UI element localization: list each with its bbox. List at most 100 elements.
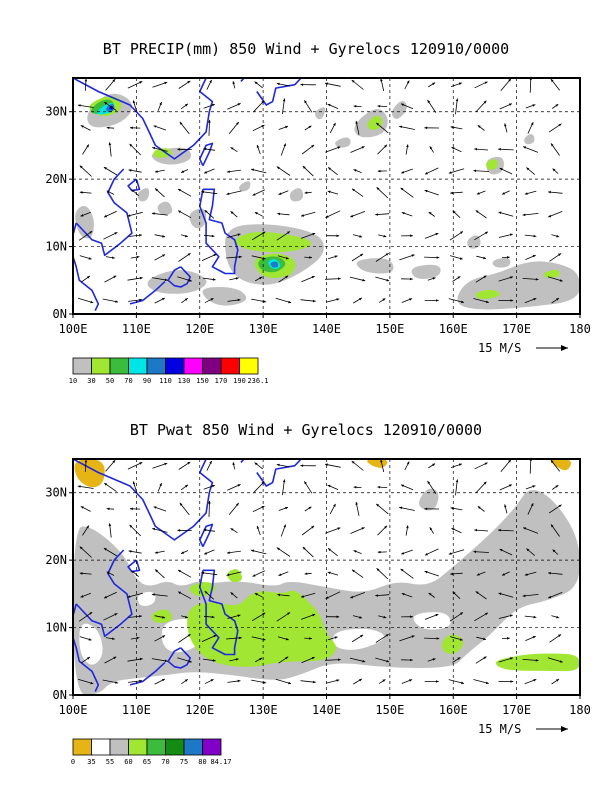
wind-arrowhead [108,142,112,146]
wind-arrowhead [311,657,315,660]
wind-arrowhead [548,190,551,194]
wind-arrowhead [239,636,242,640]
gridlines [73,459,580,695]
wind-arrowhead [162,254,166,257]
wind-arrowhead [451,147,455,150]
wind-arrowhead [435,299,439,302]
wind-arrowhead [473,169,477,173]
wind-arrowhead [112,637,115,640]
wind-arrowhead [153,125,157,128]
wind-arrowhead [384,525,387,529]
wind-arrowhead [362,659,366,663]
wind-arrowhead [89,612,93,615]
wind-arrowhead [208,119,211,123]
lon-label: 100E [59,322,88,336]
wind-arrowhead [178,189,181,192]
wind-arrowhead [232,462,235,466]
precip-area-lightgreen-1 [153,148,173,158]
wind-arrowhead [302,166,306,169]
wind-arrowhead [151,593,155,596]
wind-arrowhead [359,616,363,619]
pwat-area-green-2 [227,569,242,583]
colorbar-label: 0 [71,758,75,766]
wind-arrowhead [164,659,168,663]
wind-arrowhead [184,679,188,682]
wind-arrowhead [401,484,404,488]
wind-arrowhead [522,594,526,598]
wind-arrowhead [362,278,366,282]
lat-label: 10N [45,240,67,254]
wind-reference-arrowhead [561,726,568,732]
wind-arrowhead [406,144,409,148]
lon-label: 160E [439,322,468,336]
wind-arrowhead [375,594,379,597]
wind-arrowhead [551,143,554,147]
wind-arrowhead [155,569,158,573]
wind-arrowhead [401,171,405,174]
coastline-3 [73,222,100,311]
wind-arrowhead [361,527,365,530]
wind-arrowhead [201,190,205,194]
wind-arrowhead [235,277,239,280]
wind-arrowhead [325,215,329,218]
wind-arrowhead [386,278,390,282]
wind-arrowhead [203,147,207,151]
wind-arrowhead [337,527,341,530]
pwat-area-green-1 [189,582,216,597]
wind-arrowhead [285,256,289,260]
wind-arrowhead [498,592,502,596]
precip-area-gray-9 [239,181,251,192]
lon-label: 180 [569,322,591,336]
wind-arrowhead [187,461,191,465]
wind-arrowhead [376,187,380,191]
pwat-area-green-3 [151,609,173,623]
wind-arrowhead [555,104,559,107]
wind-arrowhead [230,211,234,215]
wind-arrowhead [461,681,464,685]
wind-arrowhead [450,572,453,576]
wind-arrowhead [452,591,456,595]
colorbar-label: 60 [124,758,132,766]
precip-area-blue-1 [270,261,279,268]
wind-arrowhead [302,547,306,550]
wind-arrowhead [106,507,110,511]
wind-arrowhead [262,257,266,260]
wind-arrowhead [185,103,188,107]
wind-arrowhead [153,506,157,509]
wind-arrowhead [532,636,536,639]
wind-arrowhead [476,192,480,195]
wind-arrowhead [112,256,115,259]
wind-arrowhead [448,171,452,174]
wind-arrowhead [450,507,454,510]
wind-arrowhead [452,210,456,214]
wind-arrowhead [209,79,212,83]
wind-arrowhead [285,275,289,279]
wind-arrowhead [435,680,439,683]
colorbar-swatch [165,738,185,756]
wind-arrowhead [88,257,92,260]
wind-arrow [78,611,93,622]
wind-arrowhead [559,279,563,282]
wind-arrowhead [115,300,119,303]
wind-arrowhead [483,100,487,104]
colorbar-swatch [220,357,240,375]
wind-arrowhead [498,528,501,532]
wind-arrowhead [312,680,316,684]
lon-label: 140E [312,703,341,717]
wind-arrowhead [79,165,83,169]
lon-label: 170E [502,322,531,336]
wind-arrowhead [476,573,480,576]
wind-arrowhead [353,169,357,172]
wind-arrowhead [311,276,315,279]
pwat-map-title: BT Pwat 850 Wind + Gyrelocs 120910/0000 [129,421,483,439]
wind-arrowhead [130,507,133,511]
wind-arrowhead [432,82,436,86]
wind-arrowhead [524,192,528,195]
coastline-8 [256,459,302,487]
lon-label: 130E [249,703,278,717]
wind-arrowhead [278,573,282,576]
wind-arrowhead [285,656,289,660]
wind-arrowhead [256,526,260,529]
lon-label: 110E [122,703,151,717]
wind-arrowhead [152,527,156,531]
